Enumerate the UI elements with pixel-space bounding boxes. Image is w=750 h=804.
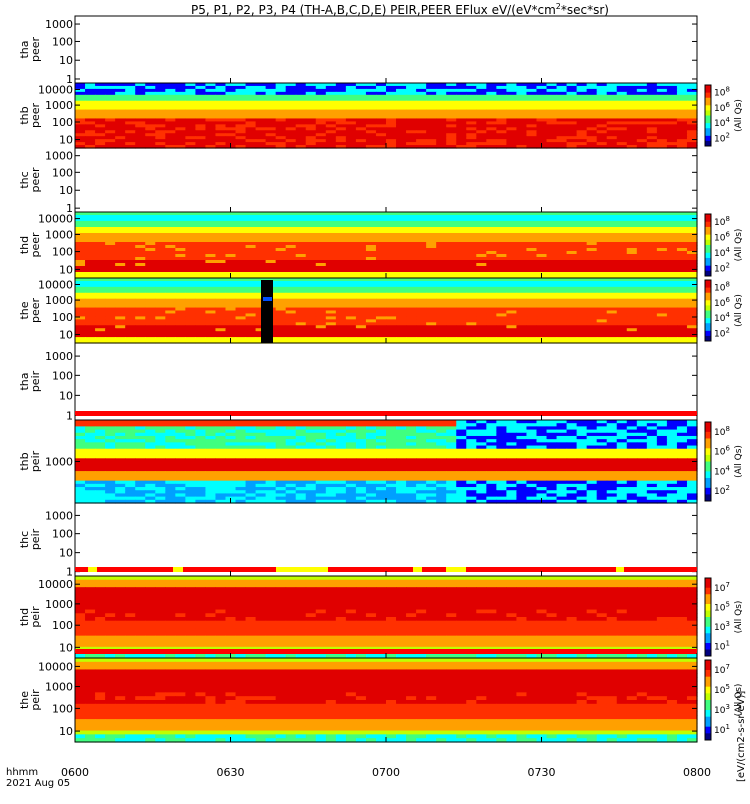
colorbar-label: (All Qs) <box>734 229 744 262</box>
data-gap-bar <box>261 280 273 343</box>
colorbar-tick-label: 106 <box>714 101 730 114</box>
y-tick-label: 10 <box>59 134 73 147</box>
panel-label: thdpeer <box>18 232 42 258</box>
colorbar-tick-label: 108 <box>714 86 730 99</box>
colorbar-tick-label: 106 <box>714 296 730 309</box>
colorbar-tick-label: 102 <box>714 131 730 144</box>
y-tick-label: 1000 <box>45 350 73 363</box>
y-tick-label: 1000 <box>45 150 73 163</box>
panel-label: thbpeer <box>18 103 42 129</box>
y-tick-label: 1000 <box>45 99 73 112</box>
panel-label: thapeer <box>18 37 42 63</box>
data-gap-mark <box>263 297 272 301</box>
panel-thb-peer: 10000 1000 100 10 thbpeer 108 106 104 102 (All Qs… <box>18 83 744 149</box>
panel-label: thcpeer <box>18 167 42 193</box>
colorbar-tick-label: 106 <box>714 230 730 243</box>
y-tick-label: 10 <box>59 389 73 402</box>
spectrogram-6 <box>75 420 698 504</box>
y-tick-label: 10 <box>59 184 73 197</box>
panels-layer: 1000100101thapeer10000100010010thbpeer10… <box>18 16 744 743</box>
colorbar-tick-label: 104 <box>714 311 730 324</box>
panel-frame <box>75 148 697 212</box>
y-tick-label: 100 <box>52 35 73 48</box>
colorbar-tick-label: 102 <box>714 326 730 339</box>
y-tick-label: 10000 <box>38 213 73 226</box>
panel-thd-peer: 10000 1000 100 10 thdpeer 108 106 104 102 (All Qs… <box>18 212 744 279</box>
figure-title-main: P5, P1, P2, P3, P4 (TH-A,B,C,D,E) PEIR,P… <box>191 3 556 17</box>
y-tick-label: 10 <box>59 54 73 67</box>
colorbar-tick-label: 104 <box>714 116 730 129</box>
colorbar-tick-label: 108 <box>714 215 730 228</box>
y-tick-label: 1 <box>66 409 73 422</box>
panel-the-peer: 10000 1000 100 10 thepeer 108 106 104 102 (All Qs… <box>18 278 744 344</box>
y-tick-label: 100 <box>52 116 73 129</box>
figure-title-tail: *sec*sr) <box>561 3 609 17</box>
y-tick-label: 1000 <box>45 294 73 307</box>
colorbar-label: (All Qs) <box>734 99 744 132</box>
panel-frame <box>75 343 697 420</box>
colorbar-label: (All Qs) <box>734 294 744 327</box>
y-tick-label: 100 <box>52 311 73 324</box>
spectrogram-4 <box>75 278 698 344</box>
y-tick-label: 10 <box>59 329 73 342</box>
y-tick-label: 10000 <box>38 279 73 292</box>
y-tick-label: 10 <box>59 263 73 276</box>
colorbar-tick-label: 104 <box>714 246 730 259</box>
figure-title: P5, P1, P2, P3, P4 (TH-A,B,C,D,E) PEIR,P… <box>191 2 609 17</box>
colorbar-tick-label: 108 <box>714 281 730 294</box>
panel-frame <box>75 16 697 83</box>
colorbar-tick-label: 102 <box>714 261 730 274</box>
y-tick-label: 1000 <box>45 18 73 31</box>
panel-label: thapeir <box>18 370 42 392</box>
y-tick-label: 1000 <box>45 228 73 241</box>
panel-tha-peir: 1000 100 10 1 thapeir <box>18 343 697 422</box>
y-tick-label: 100 <box>52 246 73 259</box>
spectrogram-1 <box>75 83 698 149</box>
panel-label: thepeer <box>18 298 42 324</box>
y-tick-label: 100 <box>52 166 73 179</box>
y-tick-label: 100 <box>52 369 73 382</box>
spectrogram-3 <box>75 212 698 279</box>
y-tick-label: 10000 <box>38 84 73 97</box>
